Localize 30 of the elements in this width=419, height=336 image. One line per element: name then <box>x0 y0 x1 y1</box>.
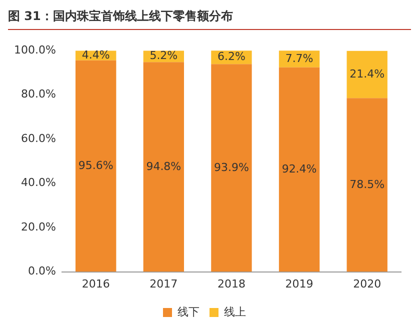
y-tick-label: 100.0% <box>14 43 56 56</box>
y-tick-label: 80.0% <box>20 88 56 101</box>
bar <box>346 50 388 98</box>
data-label: 93.9% <box>214 160 249 174</box>
data-label: 21.4% <box>350 67 385 80</box>
bar <box>143 62 184 272</box>
x-tick-label: 2020 <box>353 277 382 290</box>
x-tick-label: 2018 <box>217 277 246 290</box>
data-label: 95.6% <box>78 158 114 172</box>
data-label: 94.8% <box>146 160 182 173</box>
bar <box>278 67 320 272</box>
data-label: 6.2% <box>217 50 246 64</box>
chart-title: 图 31：国内珠宝首饰线上线下零售额分布 <box>8 8 411 30</box>
x-tick-label: 2019 <box>285 277 314 290</box>
data-label: 92.4% <box>282 162 317 176</box>
bar <box>211 64 252 272</box>
data-label: 7.7% <box>285 52 314 65</box>
bar <box>346 98 388 272</box>
x-tick-label: 2016 <box>82 277 110 290</box>
bar <box>76 60 116 272</box>
y-tick-label: 60.0% <box>20 132 56 145</box>
y-tick-label: 0.0% <box>28 264 56 278</box>
data-label: 4.4% <box>82 48 110 62</box>
legend-label: 线上 <box>224 305 246 318</box>
data-label: 5.2% <box>150 49 178 62</box>
legend-label: 线下 <box>178 305 200 318</box>
y-tick-label: 40.0% <box>20 176 56 190</box>
x-tick-label: 2017 <box>150 277 178 290</box>
data-label: 78.5% <box>350 178 385 191</box>
y-tick-label: 20.0% <box>20 220 56 234</box>
